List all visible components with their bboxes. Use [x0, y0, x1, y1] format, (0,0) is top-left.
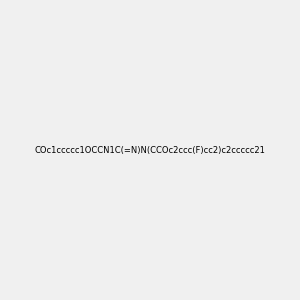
Text: COc1ccccc1OCCN1C(=N)N(CCOc2ccc(F)cc2)c2ccccc21: COc1ccccc1OCCN1C(=N)N(CCOc2ccc(F)cc2)c2c… [34, 146, 266, 154]
